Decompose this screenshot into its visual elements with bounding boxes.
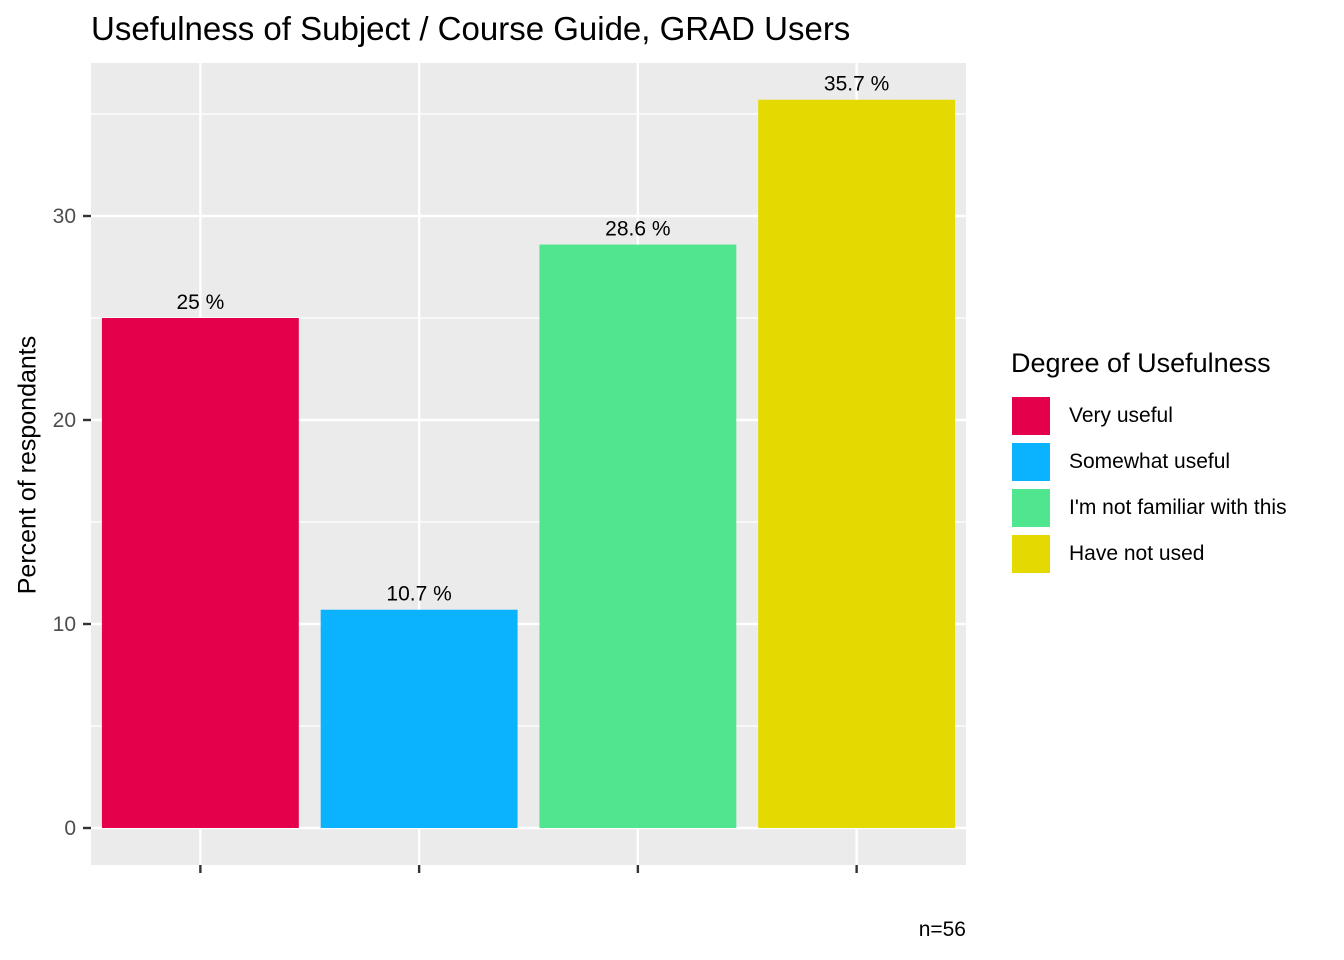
legend-label: Have not used xyxy=(1069,542,1205,565)
legend-label: I'm not familiar with this xyxy=(1069,496,1287,519)
bar xyxy=(320,609,518,828)
legend-item-have-not-used: Have not used xyxy=(1011,531,1287,577)
legend: Degree of Usefulness Very useful Somewha… xyxy=(1011,348,1287,577)
chart-title: Usefulness of Subject / Course Guide, GR… xyxy=(91,10,851,47)
legend-swatch xyxy=(1011,534,1051,574)
bar-value-label: 35.7 % xyxy=(824,73,889,96)
legend-label: Somewhat useful xyxy=(1069,450,1231,473)
sample-size-caption: n=56 xyxy=(918,918,966,941)
legend-swatch xyxy=(1011,396,1051,436)
bar xyxy=(101,318,299,828)
bars xyxy=(101,99,956,829)
legend-swatch xyxy=(1011,488,1051,528)
bar xyxy=(539,244,737,828)
bar-value-label: 10.7 % xyxy=(386,583,451,606)
legend-label: Very useful xyxy=(1069,404,1173,427)
legend-item-not-familiar: I'm not familiar with this xyxy=(1011,485,1287,531)
legend-item-somewhat-useful: Somewhat useful xyxy=(1011,439,1287,485)
bar-value-labels: 25 % 10.7 % 28.6 % 35.7 % xyxy=(176,73,889,606)
y-axis-ticks: 0 10 20 30 xyxy=(53,205,91,840)
bar-value-label: 25 % xyxy=(176,291,224,314)
y-tick-label: 20 xyxy=(53,409,76,432)
bar-value-label: 28.6 % xyxy=(605,218,670,241)
y-tick-label: 10 xyxy=(53,613,76,636)
legend-swatch xyxy=(1011,442,1051,482)
bar xyxy=(758,99,956,829)
y-tick-label: 30 xyxy=(53,205,76,228)
y-tick-label: 0 xyxy=(64,817,76,840)
legend-item-very-useful: Very useful xyxy=(1011,393,1287,439)
x-axis-ticks xyxy=(199,865,858,873)
legend-title: Degree of Usefulness xyxy=(1011,348,1271,378)
